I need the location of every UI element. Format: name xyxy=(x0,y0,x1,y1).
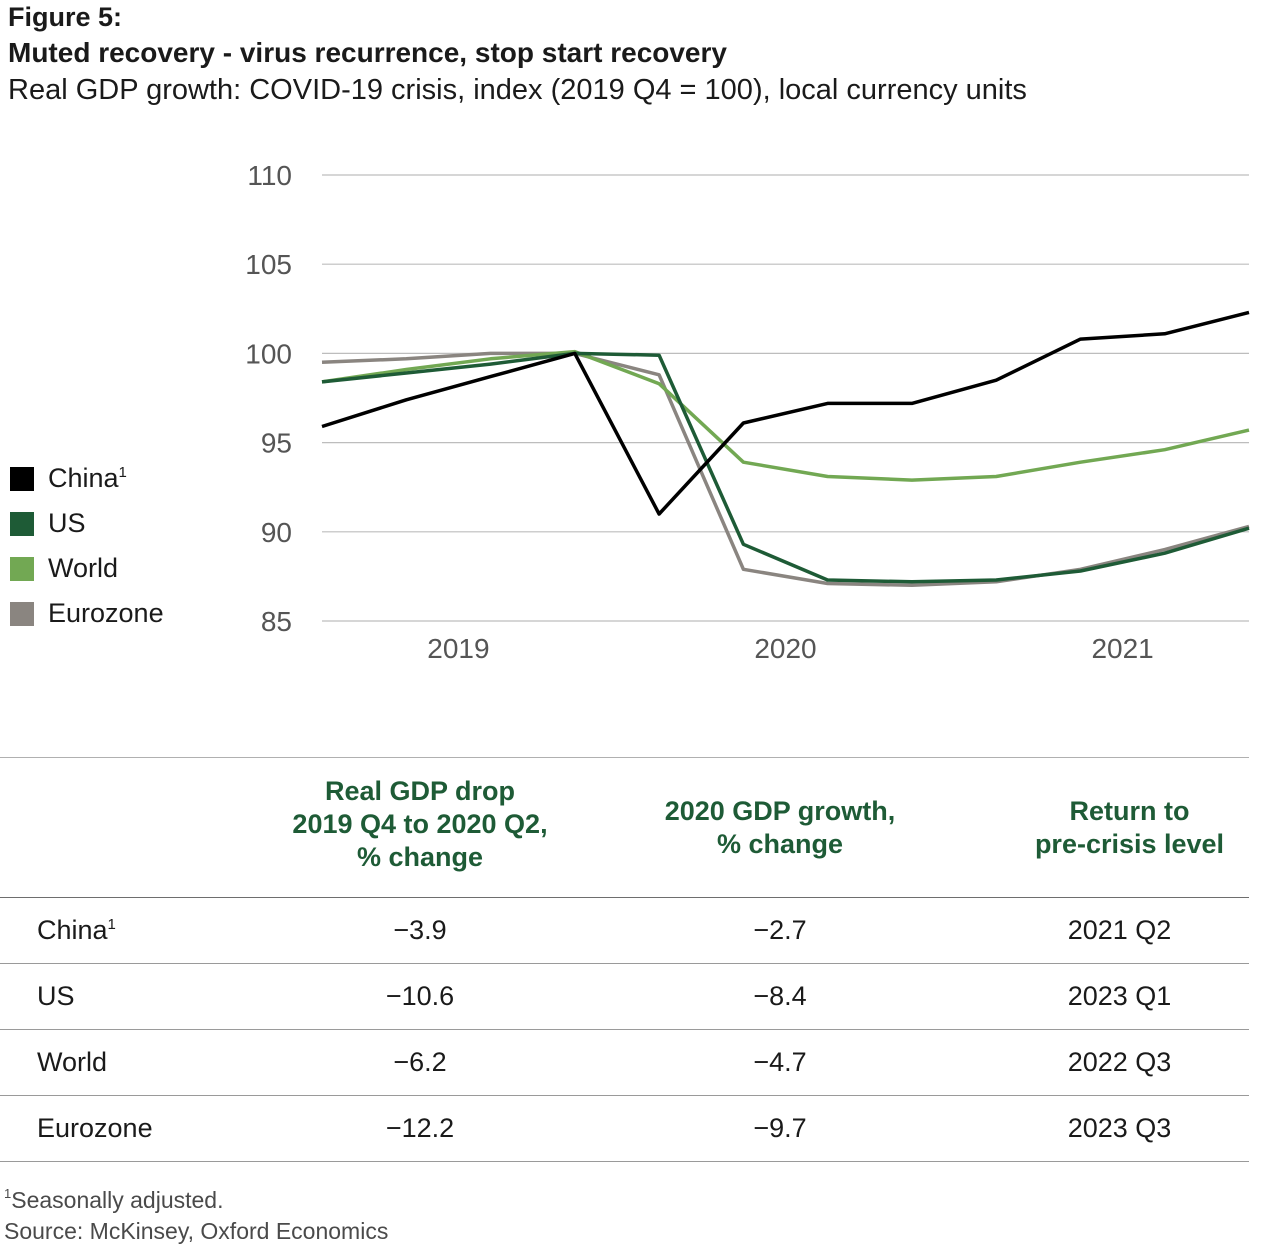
cell-gdp-growth: −8.4 xyxy=(570,963,990,1030)
footnote: 1Seasonally adjusted. xyxy=(4,1186,224,1213)
x-tick-label: 2021 xyxy=(1091,633,1153,664)
series-line-world xyxy=(321,349,1250,482)
y-tick-label: 110 xyxy=(247,160,292,191)
x-axis-tick-labels: 2019 2020 2021 xyxy=(427,633,1153,664)
legend-item-world: World xyxy=(10,546,164,591)
x-tick-label: 2020 xyxy=(754,633,816,664)
line-chart: 110 105 100 95 90 85 2019 2020 2021 xyxy=(245,160,1250,664)
series-line-china xyxy=(321,310,1250,516)
table-header-gdp-drop: Real GDP drop 2019 Q4 to 2020 Q2, % chan… xyxy=(270,757,570,898)
legend-label-world: World xyxy=(48,553,119,583)
legend-swatch-us xyxy=(10,511,34,536)
cell-gdp-drop: −6.2 xyxy=(270,1029,570,1096)
table-row: Eurozone −12.2 −9.7 2023 Q3 xyxy=(0,1095,1249,1162)
y-tick-label: 90 xyxy=(261,517,292,548)
gridlines xyxy=(322,174,1249,622)
cell-gdp-drop: −10.6 xyxy=(270,963,570,1030)
cell-gdp-growth: −4.7 xyxy=(570,1029,990,1096)
table-header-row: Real GDP drop 2019 Q4 to 2020 Q2, % chan… xyxy=(0,757,1249,898)
chart-title: Muted recovery - virus recurrence, stop … xyxy=(8,37,727,68)
table-header-empty xyxy=(0,757,270,898)
table-header-gdp-growth: 2020 GDP growth, % change xyxy=(570,757,990,898)
series-lines xyxy=(321,310,1250,588)
x-tick-label: 2019 xyxy=(427,633,489,664)
y-tick-label: 85 xyxy=(261,606,292,637)
cell-gdp-growth: −2.7 xyxy=(570,897,990,964)
series-line-eurozone xyxy=(321,351,1250,588)
legend-item-eurozone: Eurozone xyxy=(10,591,164,636)
cell-return: 2023 Q1 xyxy=(990,963,1249,1030)
legend-swatch-eurozone xyxy=(10,601,34,626)
legend-swatch-world xyxy=(10,556,34,581)
cell-gdp-drop: −12.2 xyxy=(270,1095,570,1162)
series-line-us xyxy=(321,351,1250,584)
y-tick-label: 105 xyxy=(245,249,292,280)
table-row: China1 −3.9 −2.7 2021 Q2 xyxy=(0,897,1249,964)
y-axis-tick-labels: 110 105 100 95 90 85 xyxy=(245,160,292,637)
summary-table: Real GDP drop 2019 Q4 to 2020 Q2, % chan… xyxy=(0,757,1249,1162)
cell-gdp-drop: −3.9 xyxy=(270,897,570,964)
source-note: Source: McKinsey, Oxford Economics xyxy=(4,1218,389,1244)
row-label-world: World xyxy=(0,1029,270,1096)
table-row: US −10.6 −8.4 2023 Q1 xyxy=(0,963,1249,1030)
cell-return: 2023 Q3 xyxy=(990,1095,1249,1162)
row-label-us: US xyxy=(0,963,270,1030)
legend-label-us: US xyxy=(48,508,86,538)
legend-item-us: US xyxy=(10,501,164,546)
table-row: World −6.2 −4.7 2022 Q3 xyxy=(0,1029,1249,1096)
row-label-china: China1 xyxy=(0,897,270,964)
row-label-eurozone: Eurozone xyxy=(0,1095,270,1162)
cell-return: 2022 Q3 xyxy=(990,1029,1249,1096)
legend-swatch-china xyxy=(10,466,34,491)
legend-label-china: China1 xyxy=(48,463,127,493)
chart-subtitle: Real GDP growth: COVID-19 crisis, index … xyxy=(8,74,1027,106)
y-tick-label: 100 xyxy=(245,338,292,369)
cell-gdp-growth: −9.7 xyxy=(570,1095,990,1162)
legend: China1 US World Eurozone xyxy=(10,456,164,636)
legend-label-eurozone: Eurozone xyxy=(48,598,164,628)
cell-return: 2021 Q2 xyxy=(990,897,1249,964)
legend-item-china: China1 xyxy=(10,456,164,501)
y-tick-label: 95 xyxy=(261,428,292,459)
figure-label: Figure 5: xyxy=(8,2,123,32)
table-header-return: Return to pre-crisis level xyxy=(990,757,1249,898)
